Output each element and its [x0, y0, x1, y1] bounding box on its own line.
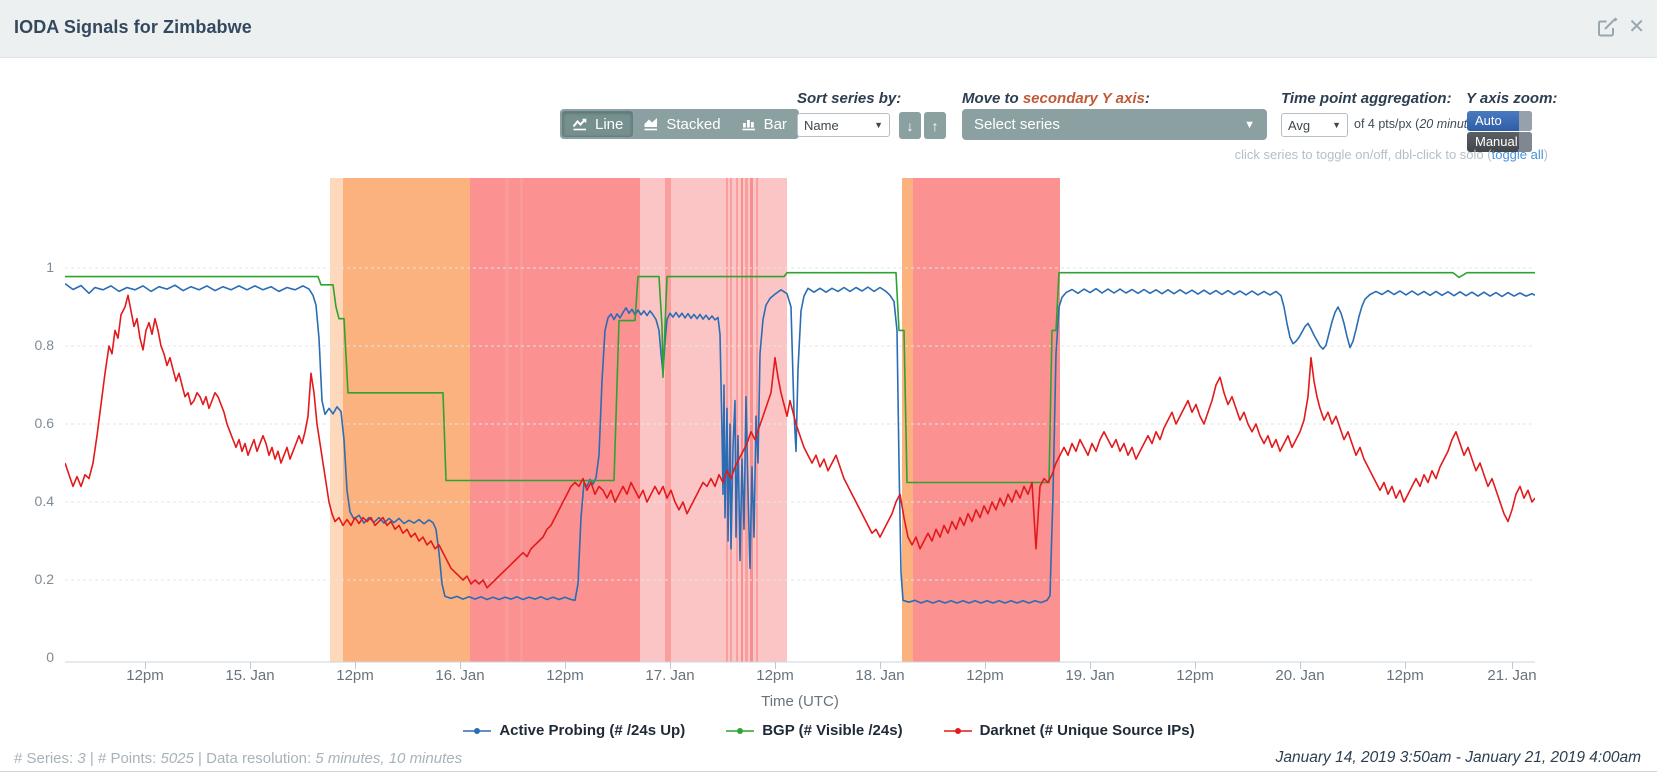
x-tick-label: 17. Jan: [645, 667, 695, 684]
bar-chart-icon: [742, 120, 755, 131]
outage-band: [330, 178, 343, 662]
legend-item[interactable]: Active Probing (# /24s Up): [462, 722, 685, 739]
outage-band-stripe: [505, 178, 509, 662]
y-tick-label: 1: [46, 259, 54, 275]
select-series-placeholder: Select series: [974, 116, 1060, 133]
y-tick-label: 0.4: [34, 493, 54, 509]
legend-item[interactable]: BGP (# Visible /24s): [725, 722, 903, 739]
x-tick-label: 15. Jan: [225, 667, 275, 684]
line-chart-icon: [572, 118, 587, 131]
outage-band: [913, 178, 1060, 662]
chevron-down-icon: ▼: [1244, 118, 1255, 131]
y-zoom-manual-button[interactable]: Manual: [1467, 132, 1532, 152]
close-icon[interactable]: ✕: [1628, 16, 1645, 38]
x-tick-label: 18. Jan: [855, 667, 905, 684]
sort-descending-button[interactable]: ↓: [899, 112, 921, 139]
legend-marker-icon: [943, 727, 972, 734]
date-range: January 14, 2019 3:50am - January 21, 20…: [1275, 749, 1641, 766]
bottom-divider: [0, 771, 1657, 772]
x-tick-label: 12pm: [336, 667, 374, 684]
legend-marker-icon: [726, 727, 755, 734]
x-tick-label: 12pm: [756, 667, 794, 684]
x-tick-label: 12pm: [126, 667, 164, 684]
outage-band-stripe: [665, 178, 671, 662]
outage-band-stripe: [756, 178, 758, 662]
chart-type-line-label: Line: [595, 115, 624, 133]
aggregation-detail: of 4 pts/px (20 minutes): [1354, 117, 1485, 131]
sort-ascending-button[interactable]: ↑: [924, 112, 946, 139]
chart-type-stacked-label: Stacked: [666, 115, 721, 133]
chart-type-stacked-button[interactable]: Stacked: [633, 111, 730, 137]
edit-icon[interactable]: [1596, 15, 1618, 39]
outage-band: [470, 178, 640, 662]
legend-label: Active Probing (# /24s Up): [499, 722, 686, 739]
select-series-dropdown[interactable]: Select series ▼: [962, 109, 1267, 140]
x-tick-label: 21. Jan: [1487, 667, 1537, 684]
outage-band: [640, 178, 787, 662]
chart-stats: # Series: 3 | # Points: 5025 | Data reso…: [14, 750, 463, 767]
y-axis-zoom-label: Y axis zoom:: [1466, 90, 1558, 107]
chart-type-button-group: Line Stacked Bar: [560, 109, 799, 139]
legend-hint: click series to toggle on/off, dbl-click…: [1234, 147, 1548, 162]
secondary-axis-label: Move to secondary Y axis:: [962, 90, 1150, 107]
toggle-all-link[interactable]: toggle all: [1491, 147, 1544, 162]
page-title: IODA Signals for Zimbabwe: [14, 17, 252, 37]
y-zoom-auto-button[interactable]: Auto: [1467, 111, 1532, 131]
sort-series-select[interactable]: Name ▼: [797, 113, 890, 137]
series-line[interactable]: [65, 282, 1535, 604]
y-tick-label: 0.2: [34, 571, 54, 587]
x-tick-label: 12pm: [966, 667, 1004, 684]
aggregation-label: Time point aggregation:: [1281, 90, 1452, 107]
chart-type-bar-button[interactable]: Bar: [731, 111, 797, 137]
x-tick-label: 20. Jan: [1275, 667, 1325, 684]
outage-band-stripe: [736, 178, 738, 662]
outage-band-stripe: [741, 178, 743, 662]
legend-item[interactable]: Darknet (# Unique Source IPs): [943, 722, 1195, 739]
chart-type-line-button[interactable]: Line: [562, 111, 634, 137]
x-tick-label: 19. Jan: [1065, 667, 1115, 684]
plot-svg[interactable]: [65, 178, 1535, 670]
x-axis-title: Time (UTC): [761, 693, 839, 710]
stacked-chart-icon: [644, 118, 658, 131]
sort-series-value: Name: [804, 117, 839, 133]
series-line[interactable]: [65, 271, 1535, 484]
aggregation-select[interactable]: Avg ▼: [1281, 113, 1348, 137]
y-tick-label: 0.8: [34, 337, 54, 353]
x-tick-label: 12pm: [1386, 667, 1424, 684]
x-tick-label: 12pm: [546, 667, 584, 684]
chevron-down-icon: ▼: [874, 120, 883, 130]
aggregation-value: Avg: [1288, 117, 1311, 133]
outage-band: [902, 178, 913, 662]
legend-label: Darknet (# Unique Source IPs): [979, 722, 1195, 739]
legend-label: BGP (# Visible /24s): [762, 722, 903, 739]
outage-band-stripe: [520, 178, 523, 662]
x-tick-label: 16. Jan: [435, 667, 485, 684]
legend: Active Probing (# /24s Up) BGP (# Visible…: [0, 722, 1657, 739]
chevron-down-icon: ▼: [1332, 120, 1341, 130]
window-header: IODA Signals for Zimbabwe ✕: [0, 0, 1657, 58]
legend-marker-icon: [463, 727, 492, 734]
sort-direction-buttons: ↓ ↑: [899, 112, 946, 139]
y-tick-label: 0: [46, 649, 54, 665]
sort-series-label: Sort series by:: [797, 90, 902, 107]
chart-type-bar-label: Bar: [763, 115, 787, 133]
y-tick-label: 0.6: [34, 415, 54, 431]
x-tick-label: 12pm: [1176, 667, 1214, 684]
outage-band-stripe: [750, 178, 753, 662]
outage-band-stripe: [730, 178, 732, 662]
series-line[interactable]: [65, 294, 1535, 589]
outage-band: [343, 178, 470, 662]
